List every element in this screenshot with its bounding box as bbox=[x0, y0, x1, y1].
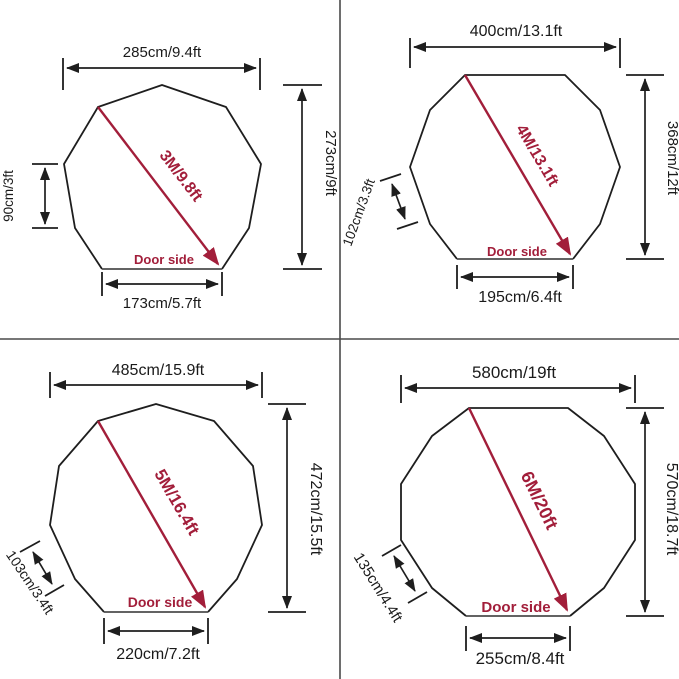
door-side-label: Door side bbox=[128, 594, 193, 610]
tick-mark bbox=[44, 584, 65, 597]
door-side-label: Door side bbox=[481, 599, 550, 616]
door-width-label: 220cm/7.2ft bbox=[116, 646, 200, 663]
tent-footprint-outline bbox=[49, 403, 263, 613]
right-height-label: 472cm/15.5ft bbox=[307, 463, 324, 556]
top-width-label: 580cm/19ft bbox=[472, 363, 556, 382]
door-width-label: 195cm/6.4ft bbox=[478, 289, 562, 306]
tent-footprint-outline bbox=[400, 407, 636, 617]
diameter-label: 4M/13.1ft bbox=[512, 122, 562, 190]
diagram-4m-tent: 400cm/13.1ft 102cm/3.3ft 368cm/12ft 195c… bbox=[340, 23, 679, 306]
diameter-arrow bbox=[467, 407, 569, 612]
left-side-label: 90cm/3ft bbox=[1, 170, 16, 222]
diagram-3m-tent: 285cm/9.4ft 90cm/3ft 273cm/9ft 173cm/5.7… bbox=[1, 44, 339, 312]
diameter-arrow bbox=[463, 74, 572, 256]
left-side-arrow bbox=[391, 183, 406, 220]
top-width-label: 400cm/13.1ft bbox=[470, 23, 563, 40]
right-height-label: 570cm/18.7ft bbox=[663, 463, 679, 556]
diagram-5m-tent: 485cm/15.9ft 103cm/3.4ft 472cm/15.5ft 22… bbox=[3, 362, 324, 663]
right-height-label: 273cm/9ft bbox=[322, 130, 339, 197]
left-side-arrow bbox=[393, 555, 416, 592]
left-side-label: 102cm/3.3ft bbox=[340, 177, 378, 249]
left-side-arrow bbox=[32, 551, 53, 585]
diameter-label: 3M/9.8ft bbox=[156, 147, 206, 205]
tick-mark bbox=[407, 591, 428, 604]
right-height-label: 368cm/12ft bbox=[664, 121, 679, 196]
door-width-label: 255cm/8.4ft bbox=[476, 649, 565, 668]
top-width-label: 285cm/9.4ft bbox=[123, 44, 202, 61]
tick-mark bbox=[381, 544, 402, 557]
left-side-label: 103cm/3.4ft bbox=[3, 547, 57, 617]
door-width-label: 173cm/5.7ft bbox=[123, 295, 202, 312]
tent-footprint-outline bbox=[63, 84, 262, 270]
tent-footprint-outline bbox=[409, 74, 621, 260]
diagram-6m-tent: 580cm/19ft 135cm/4.4ft 570cm/18.7ft 255c… bbox=[350, 363, 679, 668]
door-side-label: Door side bbox=[487, 244, 547, 259]
tick-mark bbox=[19, 540, 41, 553]
tick-mark bbox=[379, 173, 402, 182]
top-width-label: 485cm/15.9ft bbox=[112, 362, 205, 379]
diameter-arrow bbox=[97, 106, 220, 266]
tick-mark bbox=[396, 221, 419, 230]
diameter-arrow bbox=[96, 420, 207, 609]
door-side-label: Door side bbox=[134, 252, 194, 267]
